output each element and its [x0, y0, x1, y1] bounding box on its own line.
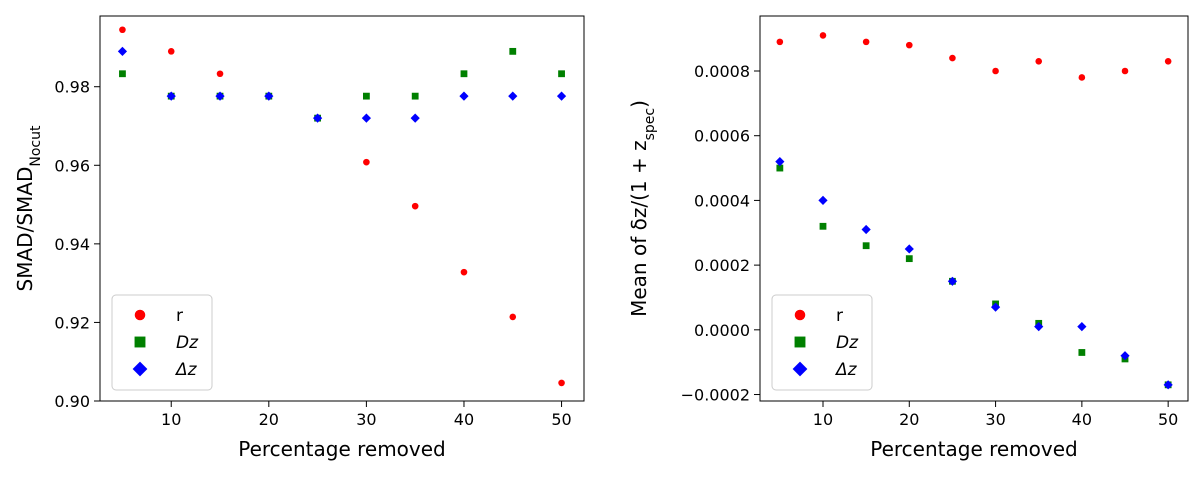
- x-tick-label: 10: [161, 410, 181, 429]
- data-point-diamond-2: [166, 91, 176, 101]
- y-axis-label: Mean of δz/(1 + zspec): [627, 100, 658, 317]
- data-point-circle-8: [558, 379, 565, 387]
- legend-label-square: Dz: [176, 333, 199, 353]
- x-tick-label: 20: [899, 410, 919, 429]
- data-point-circle-4: [363, 158, 370, 166]
- data-point-diamond-10: [556, 91, 567, 101]
- legend-marker-circle: [794, 309, 806, 321]
- y-tick-label: 0.94: [54, 235, 90, 254]
- data-point-diamond-9: [1120, 351, 1130, 361]
- legend-marker-diamond: [132, 361, 148, 377]
- data-point-diamond-6: [361, 113, 371, 123]
- legend-label-circle: r: [176, 306, 183, 326]
- data-point-diamond-10: [1163, 380, 1173, 390]
- data-point-diamond-4: [264, 91, 274, 101]
- legend: r Dz Δz: [111, 294, 213, 391]
- x-tick-label: 40: [454, 410, 474, 429]
- x-tick-label: 50: [551, 410, 571, 429]
- data-point-square-3: [862, 242, 870, 250]
- data-point-diamond-5: [947, 276, 958, 286]
- y-tick-label: 0.96: [54, 156, 90, 175]
- legend-label-diamond: Δz: [834, 360, 858, 380]
- legend-label-diamond: Δz: [174, 360, 198, 380]
- legend-label-square: Dz: [836, 333, 859, 353]
- x-tick-label: 20: [259, 410, 279, 429]
- y-tick-label: 0.0008: [694, 62, 750, 81]
- data-point-circle-3: [216, 70, 224, 78]
- series-circle: [776, 32, 1172, 81]
- legend: r Dz Δz: [771, 294, 873, 391]
- data-point-circle-8: [1078, 74, 1086, 81]
- data-point-diamond-6: [990, 302, 1001, 312]
- data-point-diamond-3: [861, 224, 871, 235]
- data-point-square-4: [905, 255, 913, 263]
- data-point-diamond-1: [117, 46, 128, 56]
- x-tick-label: 10: [813, 410, 833, 429]
- x-axis-label: Percentage removed: [870, 437, 1078, 461]
- data-point-circle-5: [411, 202, 419, 210]
- y-tick-label: 0.0006: [694, 127, 750, 146]
- y-axis-label: SMAD/SMADNocut: [13, 125, 44, 291]
- data-point-diamond-2: [818, 195, 828, 206]
- data-point-circle-7: [1035, 57, 1043, 65]
- data-point-circle-10: [1164, 57, 1172, 65]
- data-point-square-8: [460, 70, 468, 78]
- data-point-diamond-7: [410, 113, 420, 123]
- data-point-diamond-8: [459, 91, 469, 101]
- data-point-square-7: [411, 92, 419, 100]
- x-tick-label: 40: [1072, 410, 1092, 429]
- data-point-circle-6: [460, 268, 468, 276]
- data-point-diamond-1: [775, 156, 785, 167]
- data-point-diamond-7: [1034, 321, 1044, 332]
- y-tick-label: −0.0002: [681, 386, 750, 405]
- series-square: [119, 47, 565, 122]
- data-point-circle-9: [1121, 67, 1129, 75]
- data-point-square-8: [1078, 349, 1086, 356]
- data-point-diamond-3: [215, 91, 225, 101]
- legend-marker-square: [134, 336, 146, 348]
- x-tick-label: 30: [356, 410, 376, 429]
- data-point-square-1: [119, 70, 126, 78]
- chart-panel-2: 10 20 30 40 50 −0.0002 0.0000 0.0002 0.0004 0.000…: [627, 15, 1189, 461]
- x-tick-label: 30: [985, 410, 1005, 429]
- y-tick-label: 0.90: [54, 392, 90, 411]
- data-point-square-2: [819, 222, 827, 230]
- plot-frame: [759, 15, 1189, 402]
- data-point-diamond-8: [1077, 321, 1087, 332]
- data-point-circle-5: [949, 54, 956, 62]
- y-tick-label: 0.0000: [694, 321, 750, 340]
- y-tick-label: 0.98: [54, 78, 90, 97]
- data-point-square-1: [776, 164, 784, 172]
- data-point-circle-3: [862, 38, 870, 46]
- y-tick-label: 0.0004: [694, 191, 750, 210]
- data-point-circle-6: [992, 67, 999, 75]
- legend-label-circle: r: [836, 306, 843, 326]
- series-diamond: [117, 46, 567, 123]
- series-circle: [119, 26, 565, 387]
- x-tick-label: 50: [1158, 410, 1178, 429]
- data-point-diamond-4: [904, 244, 914, 254]
- data-point-circle-4: [905, 41, 913, 49]
- chart-panel-1: 10 20 30 40 50 0.90 0.92 0.94 0.96 0.98 Percentage…: [13, 15, 585, 461]
- plot-frame: [99, 15, 585, 402]
- data-point-diamond-9: [508, 91, 518, 101]
- data-point-circle-2: [819, 32, 827, 39]
- data-point-circle-7: [509, 313, 517, 321]
- series-diamond: [775, 156, 1173, 390]
- data-point-circle-1: [776, 38, 784, 46]
- data-point-square-10: [558, 70, 565, 78]
- legend-marker-square: [794, 336, 806, 348]
- data-point-square-6: [362, 92, 370, 100]
- data-point-diamond-5: [313, 113, 323, 123]
- x-axis-label: Percentage removed: [238, 437, 446, 461]
- legend-marker-circle: [134, 309, 146, 321]
- data-point-circle-1: [119, 26, 126, 34]
- data-point-circle-2: [167, 48, 175, 55]
- y-tick-label: 0.0002: [694, 256, 750, 275]
- y-tick-label: 0.92: [54, 313, 90, 332]
- data-point-square-9: [509, 47, 517, 55]
- legend-marker-diamond: [792, 361, 808, 377]
